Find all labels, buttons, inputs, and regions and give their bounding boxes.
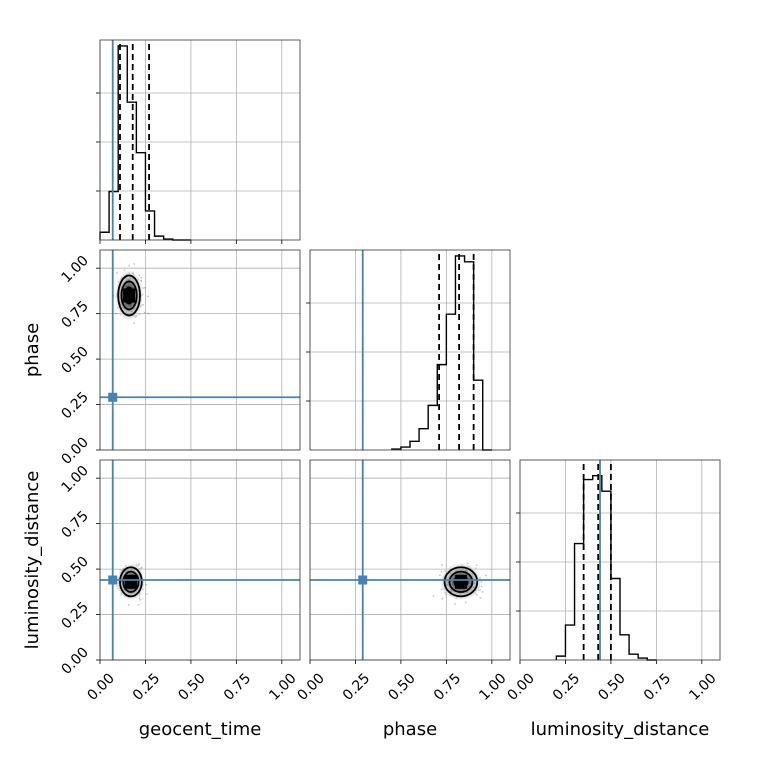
- sample-point: [147, 312, 150, 315]
- ytick-label-luminosity_distance-2: 0.50: [58, 554, 91, 587]
- density-peak: [124, 574, 137, 589]
- panel-frame: [99, 249, 301, 451]
- ytick-label-luminosity_distance-1: 0.25: [58, 599, 91, 632]
- sample-point: [133, 322, 136, 324]
- xtick-label-luminosity_distance-1: 0.25: [550, 670, 583, 703]
- panel-frame: [99, 39, 301, 241]
- truth-marker: [108, 575, 118, 585]
- contour-1: [120, 280, 138, 311]
- sample-point: [140, 276, 143, 279]
- xtick-label-luminosity_distance-0: 0.00: [504, 670, 537, 703]
- ytick-label-phase-4: 1.00: [58, 253, 91, 286]
- sample-point: [128, 264, 131, 267]
- histogram-phase: [391, 255, 492, 451]
- xtick-label-luminosity_distance-2: 0.50: [595, 670, 628, 703]
- contour-0: [117, 274, 141, 317]
- sample-point: [145, 583, 148, 586]
- xtick-label-phase-4: 1.00: [476, 670, 509, 703]
- sample-point: [143, 311, 146, 314]
- x-axis-label-phase: phase: [383, 719, 437, 740]
- ytick-label-phase-3: 0.75: [58, 298, 91, 331]
- contour-1: [448, 570, 474, 593]
- truth-marker: [358, 575, 368, 585]
- hist-panel-luminosity_distance: [516, 459, 721, 661]
- panel-frame: [99, 459, 301, 661]
- gridlines: [99, 460, 300, 661]
- contour-1: [122, 570, 140, 593]
- density-peak: [123, 288, 136, 303]
- truth-marker: [108, 392, 118, 402]
- ytick-label-phase-2: 0.50: [58, 344, 91, 377]
- sample-point: [475, 564, 478, 567]
- xtick-label-geocent_time-3: 0.75: [221, 670, 254, 703]
- x-axis-label-luminosity-distance: luminosity_distance: [531, 719, 710, 740]
- sample-point: [133, 263, 136, 265]
- sample-point: [127, 604, 130, 606]
- gridlines: [309, 250, 510, 450]
- sample-point: [454, 603, 456, 606]
- xtick-label-luminosity_distance-3: 0.75: [641, 670, 674, 703]
- xtick-label-geocent_time-1: 0.25: [130, 670, 163, 703]
- panel-frame: [309, 249, 511, 451]
- sample-point: [479, 596, 482, 599]
- sample-point: [464, 601, 467, 604]
- density-peak: [454, 574, 467, 589]
- panel-frame: [309, 459, 511, 661]
- xtick-label-phase-0: 0.00: [294, 670, 327, 703]
- hist-panel-phase: [306, 249, 511, 451]
- y-axis-label-luminosity-distance: luminosity_distance: [22, 471, 43, 650]
- xtick-label-phase-3: 0.75: [431, 670, 464, 703]
- sample-point: [441, 564, 443, 567]
- ytick-label-luminosity_distance-3: 0.75: [58, 508, 91, 541]
- sample-point: [146, 593, 148, 595]
- xtick-label-luminosity_distance-4: 1.00: [686, 670, 719, 703]
- histogram-luminosity_distance: [555, 474, 657, 661]
- gridlines: [309, 460, 510, 661]
- contour-0: [119, 566, 143, 598]
- panel-frame: [519, 459, 721, 661]
- contour-0: [443, 566, 479, 598]
- xtick-label-phase-1: 0.25: [340, 670, 373, 703]
- xtick-label-phase-2: 0.50: [385, 670, 418, 703]
- sample-point: [147, 295, 150, 298]
- sample-point: [143, 286, 146, 289]
- joint-panel-geocent_time-phase: [99, 249, 301, 451]
- sample-point: [432, 595, 435, 598]
- histogram-geocent_time: [99, 45, 191, 241]
- ytick-label-luminosity_distance-0: 0.00: [58, 644, 91, 677]
- sample-point: [481, 591, 484, 593]
- ytick-label-luminosity_distance-4: 1.00: [58, 463, 91, 496]
- y-axis-label-phase: phase: [22, 323, 43, 377]
- hist-panel-geocent_time: [96, 39, 301, 241]
- sample-point: [114, 312, 117, 315]
- ytick-label-phase-0: 0.00: [58, 434, 91, 467]
- xtick-label-geocent_time-0: 0.00: [84, 670, 117, 703]
- sample-point: [441, 597, 444, 600]
- xtick-label-geocent_time-2: 0.50: [175, 670, 208, 703]
- joint-panel-geocent_time-luminosity_distance: [99, 459, 301, 661]
- sample-point: [137, 603, 140, 606]
- sample-point: [116, 271, 118, 274]
- ytick-label-phase-1: 0.25: [58, 389, 91, 422]
- gridlines: [99, 40, 300, 240]
- sample-point: [137, 563, 140, 566]
- sample-point: [139, 599, 142, 601]
- xtick-label-geocent_time-4: 1.00: [266, 670, 299, 703]
- sample-point: [140, 566, 143, 569]
- x-axis-label-geocent-time: geocent_time: [139, 719, 262, 740]
- sample-point: [484, 574, 487, 577]
- joint-panel-phase-luminosity_distance: [309, 459, 511, 661]
